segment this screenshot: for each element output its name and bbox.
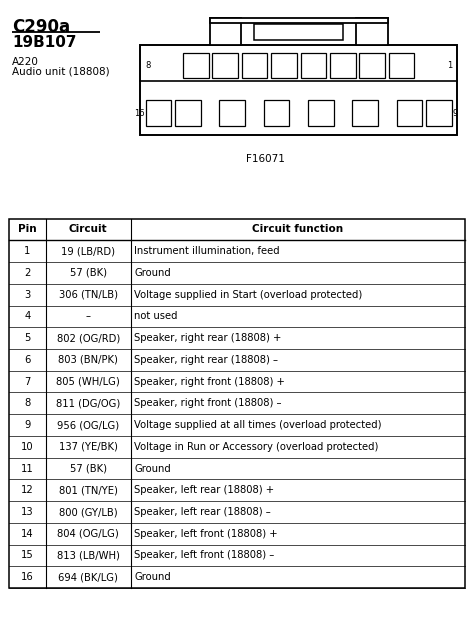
Text: 14: 14	[21, 529, 34, 539]
Text: Circuit function: Circuit function	[253, 224, 344, 235]
Text: C290a: C290a	[12, 18, 70, 36]
Bar	[308, 100, 334, 126]
Text: Pin: Pin	[18, 224, 36, 235]
Bar	[140, 45, 457, 135]
Text: Instrument illumination, feed: Instrument illumination, feed	[134, 246, 280, 256]
Text: 16: 16	[21, 572, 34, 582]
Bar	[264, 100, 289, 126]
Text: Ground: Ground	[134, 464, 171, 473]
Text: Speaker, right rear (18808) –: Speaker, right rear (18808) –	[134, 355, 278, 365]
Text: 7: 7	[24, 377, 30, 386]
Bar	[219, 100, 245, 126]
Bar	[330, 53, 356, 78]
Text: 57 (BK): 57 (BK)	[70, 464, 107, 473]
Text: 9: 9	[453, 109, 458, 118]
Bar	[389, 53, 414, 78]
Text: 11: 11	[21, 464, 34, 473]
Text: Speaker, right front (18808) +: Speaker, right front (18808) +	[134, 377, 285, 386]
Bar	[397, 100, 422, 126]
Text: 15: 15	[21, 550, 34, 561]
Text: 306 (TN/LB): 306 (TN/LB)	[59, 290, 118, 300]
Text: Speaker, right front (18808) –: Speaker, right front (18808) –	[134, 399, 282, 408]
Text: 804 (OG/LG): 804 (OG/LG)	[57, 529, 119, 539]
Text: 2: 2	[24, 268, 30, 278]
Text: 8: 8	[24, 399, 30, 408]
Bar	[212, 53, 238, 78]
Text: 19 (LB/RD): 19 (LB/RD)	[61, 246, 115, 256]
Bar	[183, 53, 209, 78]
Text: 16: 16	[134, 109, 145, 118]
Text: 10: 10	[21, 442, 34, 452]
Text: 4: 4	[24, 311, 30, 322]
Text: 956 (OG/LG): 956 (OG/LG)	[57, 420, 119, 430]
Bar	[210, 18, 388, 23]
Bar	[359, 53, 385, 78]
Bar	[426, 100, 452, 126]
Bar	[9, 219, 465, 588]
Text: Audio unit (18808): Audio unit (18808)	[12, 67, 109, 77]
Text: A220: A220	[12, 57, 39, 67]
Text: 3: 3	[24, 290, 30, 300]
Bar	[146, 100, 171, 126]
Bar	[242, 53, 267, 78]
Text: 811 (DG/OG): 811 (DG/OG)	[56, 399, 120, 408]
Text: Speaker, left rear (18808) +: Speaker, left rear (18808) +	[134, 485, 274, 495]
Text: 813 (LB/WH): 813 (LB/WH)	[57, 550, 120, 561]
Text: 805 (WH/LG): 805 (WH/LG)	[56, 377, 120, 386]
Text: 800 (GY/LB): 800 (GY/LB)	[59, 507, 118, 517]
Bar	[254, 24, 343, 40]
Text: 137 (YE/BK): 137 (YE/BK)	[59, 442, 118, 452]
Bar	[356, 18, 388, 45]
Text: Voltage supplied in Start (overload protected): Voltage supplied in Start (overload prot…	[134, 290, 363, 300]
Text: 8: 8	[146, 61, 151, 70]
Text: Circuit: Circuit	[69, 224, 108, 235]
Text: 5: 5	[24, 333, 30, 343]
Text: 19B107: 19B107	[12, 35, 76, 50]
Text: 801 (TN/YE): 801 (TN/YE)	[59, 485, 118, 495]
Text: 57 (BK): 57 (BK)	[70, 268, 107, 278]
Text: Speaker, left rear (18808) –: Speaker, left rear (18808) –	[134, 507, 271, 517]
Text: 802 (OG/RD): 802 (OG/RD)	[56, 333, 120, 343]
Bar	[175, 100, 201, 126]
Text: Speaker, left front (18808) –: Speaker, left front (18808) –	[134, 550, 274, 561]
Text: 6: 6	[24, 355, 30, 365]
Text: 803 (BN/PK): 803 (BN/PK)	[58, 355, 118, 365]
Text: 694 (BK/LG): 694 (BK/LG)	[58, 572, 118, 582]
Bar	[210, 18, 241, 45]
Text: Ground: Ground	[134, 268, 171, 278]
Text: Voltage in Run or Accessory (overload protected): Voltage in Run or Accessory (overload pr…	[134, 442, 379, 452]
Text: 1: 1	[447, 61, 453, 70]
Text: 13: 13	[21, 507, 34, 517]
Bar	[271, 53, 297, 78]
Text: 9: 9	[24, 420, 30, 430]
Text: Ground: Ground	[134, 572, 171, 582]
Text: Voltage supplied at all times (overload protected): Voltage supplied at all times (overload …	[134, 420, 382, 430]
Text: 1: 1	[24, 246, 30, 256]
Text: F16071: F16071	[246, 154, 285, 165]
Text: 12: 12	[21, 485, 34, 495]
Bar	[352, 100, 378, 126]
Text: –: –	[86, 311, 91, 322]
Bar	[301, 53, 326, 78]
Text: Speaker, right rear (18808) +: Speaker, right rear (18808) +	[134, 333, 282, 343]
Text: Speaker, left front (18808) +: Speaker, left front (18808) +	[134, 529, 278, 539]
Text: not used: not used	[134, 311, 178, 322]
